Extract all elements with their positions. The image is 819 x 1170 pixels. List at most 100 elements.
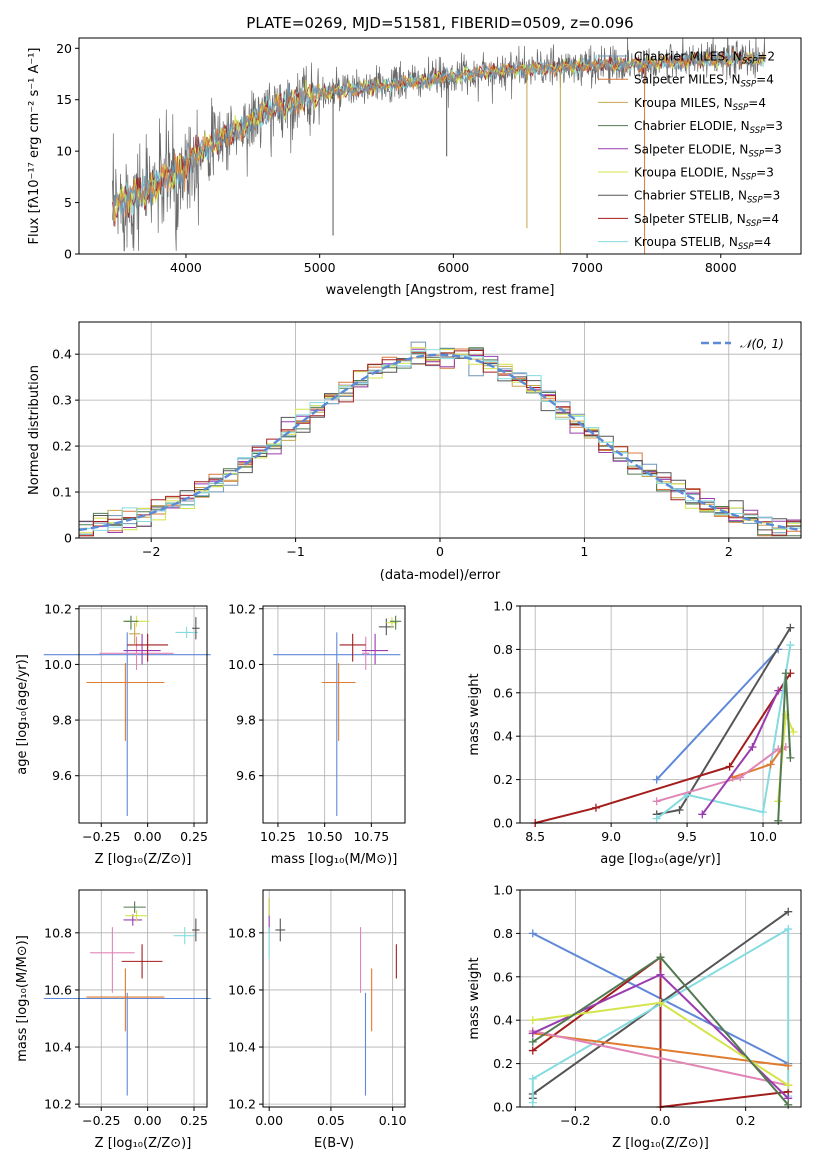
series-marker [784, 907, 793, 916]
legend-subscript: SSP [741, 173, 757, 183]
x-tick-label: 0.10 [379, 1113, 407, 1128]
errorbar-point [362, 636, 370, 670]
y-tick-label: 0.8 [493, 926, 513, 941]
y-tick-label: 10.2 [228, 601, 256, 616]
y-tick-label: 0.2 [52, 439, 72, 454]
errorbar-point [90, 927, 135, 993]
histograms [79, 341, 801, 537]
y-tick-label: 1.0 [493, 599, 513, 614]
errorbar-point [123, 901, 146, 913]
x-tick-label: 9.5 [677, 829, 697, 844]
y-tick-label: 20 [56, 41, 72, 56]
legend-tail: =3 [764, 142, 782, 156]
series-marker [591, 803, 600, 812]
model-spectrum-chabrier-miles [111, 52, 766, 218]
y-tick-label: 0.0 [493, 816, 513, 831]
weight-vs-Z-ylabel: mass weight [467, 957, 482, 1039]
y-tick-label: 0.0 [493, 1100, 513, 1115]
x-tick-label: 1 [580, 544, 588, 559]
errorbar-point [127, 633, 169, 662]
y-tick-label: 0.6 [493, 969, 513, 984]
series-marker [652, 814, 661, 823]
y-tick-label: 0.2 [493, 1056, 513, 1071]
mass-vs-EBV-xlabel: E(B-V) [314, 1136, 354, 1151]
y-tick-label: 10.4 [228, 1040, 256, 1055]
series-marker [774, 816, 783, 825]
x-tick-label: −0.25 [82, 1113, 120, 1128]
series-line [656, 644, 792, 820]
age-vs-Z-ylabel: age [log₁₀(age/yr)] [15, 654, 30, 775]
y-tick-label: 10.0 [228, 657, 256, 672]
legend-label: Salpeter ELODIE, NSSP=3 [634, 142, 782, 159]
age-vs-Z-axes: −0.25 0.00 0.25 9.6 9.8 10.0 10.2 [44, 601, 208, 844]
mass-vs-Z-axes: −0.25 0.00 0.25 10.2 10.4 10.6 10.8 [44, 890, 208, 1128]
errorbar-point [339, 633, 366, 662]
series-marker [786, 753, 795, 762]
mass-vs-Z-frame [78, 889, 208, 1108]
series-marker [766, 760, 775, 769]
weight-vs-Z-xlabel: Z [log₁₀(Z/Z⊙)] [612, 1136, 709, 1151]
histogram-kroupa-stelib [79, 349, 801, 535]
x-tick-label: −0.2 [560, 1113, 590, 1128]
y-tick-label: 9.8 [236, 713, 256, 728]
spectrum-title: PLATE=0269, MJD=51581, FIBERID=0509, z=0… [246, 14, 633, 32]
series-marker [656, 998, 665, 1007]
x-tick-label: 10.75 [353, 829, 389, 844]
x-tick-label: 4000 [170, 260, 202, 275]
errorbar-point [362, 633, 389, 665]
series-salpeter-elodie [698, 686, 783, 819]
legend-tail: =4 [748, 96, 766, 110]
series-marker [784, 925, 793, 934]
y-tick-label: 0 [64, 531, 72, 546]
errorbar-point [192, 617, 200, 640]
errorbar-point [121, 944, 163, 979]
y-tick-label: 0.4 [493, 1013, 513, 1028]
series-marker [781, 669, 790, 678]
series-marker [528, 1098, 537, 1107]
residuals-legend: 𝒩(0, 1) [701, 337, 784, 351]
legend-tail: =3 [763, 189, 781, 203]
x-tick-label: 8000 [705, 260, 737, 275]
y-tick-label: 10.0 [44, 657, 72, 672]
age-vs-mass-points [273, 615, 402, 817]
legend-tail: =4 [756, 73, 774, 87]
series-marker [528, 1029, 537, 1038]
y-tick-label: 10.2 [44, 601, 72, 616]
legend-subscript: SSP [738, 242, 754, 252]
errorbar-point [192, 918, 200, 942]
residuals-xlabel: (data-model)/error [380, 568, 501, 583]
x-tick-label: 5000 [304, 260, 336, 275]
y-tick-label: 10.2 [228, 1097, 256, 1112]
x-tick-label: −2 [142, 544, 160, 559]
series-marker [774, 686, 783, 695]
series-marker [784, 1081, 793, 1090]
y-tick-label: 10.8 [44, 925, 72, 940]
legend-label: Chabrier MILES, NSSP=2 [634, 50, 775, 67]
x-tick-label: 9.0 [601, 829, 621, 844]
residuals-frame [78, 321, 802, 539]
series-marker [528, 929, 537, 938]
legend-subscript: SSP [741, 80, 757, 90]
x-tick-label: 0.00 [134, 1113, 162, 1128]
y-tick-label: 9.6 [236, 768, 256, 783]
legend-subscript: SSP [746, 219, 762, 229]
legend-label: Kroupa MILES, NSSP=4 [634, 96, 766, 113]
y-tick-label: 0.1 [52, 485, 72, 500]
legend-tail: =4 [754, 235, 772, 249]
series-marker [656, 970, 665, 979]
x-tick-label: 2 [725, 544, 733, 559]
legend-tail: =3 [765, 119, 783, 133]
series-line [532, 955, 789, 1109]
weight-vs-age-frame [519, 605, 802, 824]
age-vs-Z-xlabel: Z [log₁₀(Z/Z⊙)] [95, 852, 192, 867]
y-tick-label: 9.8 [52, 713, 72, 728]
weight-vs-age-series [531, 623, 798, 827]
series-line [655, 648, 779, 781]
y-tick-label: 0 [64, 247, 72, 262]
series-marker [528, 1046, 537, 1055]
errorbar-point [43, 992, 211, 1096]
legend-label: Chabrier STELIB, NSSP=3 [634, 189, 780, 206]
weight-vs-Z-frame [519, 889, 802, 1108]
legend-tail: =4 [761, 212, 779, 226]
